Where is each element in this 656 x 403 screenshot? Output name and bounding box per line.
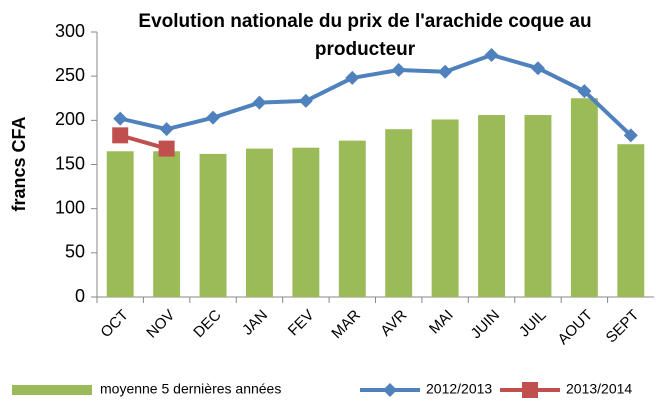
line-marker bbox=[484, 47, 499, 62]
line-marker bbox=[159, 122, 174, 137]
x-tick-label: DEC bbox=[190, 306, 225, 341]
line-marker bbox=[623, 128, 638, 143]
x-tick-label: AOUT bbox=[555, 307, 596, 348]
legend-label: 2013/2014 bbox=[566, 381, 632, 397]
x-tick-label: OCT bbox=[97, 307, 131, 341]
y-tick-label: 0 bbox=[75, 286, 85, 306]
bar bbox=[570, 98, 598, 297]
x-tick-label: AVR bbox=[377, 306, 410, 339]
bar bbox=[338, 140, 366, 297]
line-marker bbox=[112, 127, 129, 144]
y-tick-label: 300 bbox=[55, 21, 85, 41]
y-tick-label: 50 bbox=[65, 242, 85, 262]
y-axis-label: francs CFA bbox=[9, 116, 29, 211]
y-tick-label: 100 bbox=[55, 197, 85, 217]
x-tick-label: NOV bbox=[143, 307, 178, 342]
bar bbox=[153, 151, 181, 297]
line-marker bbox=[345, 70, 360, 85]
line-marker bbox=[438, 64, 453, 79]
x-tick-label: JUIN bbox=[468, 307, 504, 343]
x-tick-label: SEPT bbox=[603, 307, 643, 347]
legend-swatch bbox=[12, 385, 92, 395]
line-marker bbox=[206, 110, 221, 125]
x-tick-label: JAN bbox=[239, 307, 271, 339]
bar bbox=[524, 115, 552, 298]
y-tick-label: 150 bbox=[55, 153, 85, 173]
line-marker bbox=[298, 93, 313, 108]
bar bbox=[478, 115, 506, 298]
line-marker bbox=[577, 84, 592, 99]
bar bbox=[617, 144, 645, 297]
line-marker bbox=[391, 62, 406, 77]
line bbox=[119, 52, 633, 137]
legend-marker bbox=[383, 383, 397, 397]
bar bbox=[385, 129, 413, 297]
bar bbox=[199, 153, 227, 297]
line-marker bbox=[158, 140, 175, 157]
bar bbox=[106, 151, 134, 297]
legend-label: 2012/2013 bbox=[426, 381, 492, 397]
bar bbox=[292, 147, 320, 297]
chart-title: Evolution nationale du prix de l'arachid… bbox=[138, 11, 592, 60]
line-marker bbox=[113, 111, 128, 126]
legend-marker bbox=[522, 382, 538, 398]
line-marker bbox=[252, 95, 267, 110]
bar bbox=[431, 119, 459, 297]
x-tick-label: JUIL bbox=[516, 307, 550, 341]
x-tick-label: MAI bbox=[426, 307, 457, 338]
legend-label: moyenne 5 dernières années bbox=[100, 381, 281, 397]
line-marker bbox=[530, 61, 545, 76]
y-tick-label: 250 bbox=[55, 65, 85, 85]
bar bbox=[245, 148, 273, 297]
y-tick-label: 200 bbox=[55, 109, 85, 129]
x-tick-label: FEV bbox=[285, 307, 318, 340]
x-tick-label: MAR bbox=[328, 307, 364, 343]
